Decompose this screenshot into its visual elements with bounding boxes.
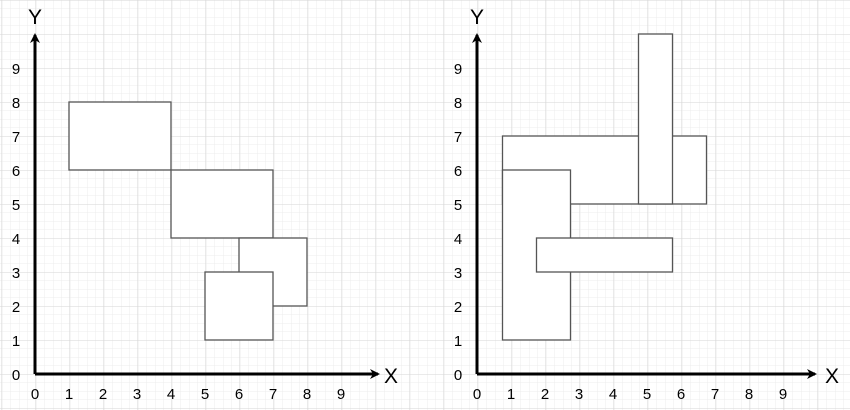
- y-axis-label: Y: [28, 6, 42, 29]
- y-tick-label: 9: [12, 61, 20, 78]
- y-tick-label: 3: [454, 265, 462, 282]
- y-axis-label: Y: [470, 6, 484, 29]
- rectangle: [204, 271, 274, 341]
- y-tick-label: 2: [12, 299, 20, 316]
- y-tick-label: 0: [12, 367, 20, 384]
- left-plot: 0 1 2 3 4 5 6 7 8 9 0 1 2 3 4 5 6 7 8 9 X Y: [12, 6, 398, 403]
- x-tick-label: 0: [31, 386, 39, 403]
- x-tick-label: 9: [337, 386, 345, 403]
- y-tick-label: 8: [454, 95, 462, 112]
- x-axis-label: X: [825, 365, 839, 388]
- x-tick-label: 6: [677, 386, 685, 403]
- y-tick-label: 2: [454, 299, 462, 316]
- x-tick-label: 5: [201, 386, 209, 403]
- y-tick-label: 0: [454, 367, 462, 384]
- x-tick-label: 1: [65, 386, 73, 403]
- x-tick-label: 8: [303, 386, 311, 403]
- y-tick-label: 6: [12, 163, 20, 180]
- x-tick-label: 2: [99, 386, 107, 403]
- y-tick-label: 7: [454, 129, 462, 146]
- x-tick-label: 4: [609, 386, 617, 403]
- y-tick-label: 4: [454, 231, 462, 248]
- x-tick-label: 6: [235, 386, 243, 403]
- rectangle: [170, 169, 274, 239]
- x-tick-label: 3: [575, 386, 583, 403]
- rectangle: [68, 101, 172, 171]
- y-tick-label: 5: [12, 197, 20, 214]
- y-tick-label: 1: [454, 333, 462, 350]
- x-tick-label: 2: [541, 386, 549, 403]
- y-tick-label: 1: [12, 333, 20, 350]
- right-plot: 0 1 2 3 4 5 6 7 8 9 0 1 2 3 4 5 6 7 8 9 X Y: [454, 6, 839, 403]
- x-tick-label: 3: [133, 386, 141, 403]
- rectangle: [637, 33, 674, 205]
- rectangle: [535, 237, 674, 273]
- x-tick-label: 4: [167, 386, 175, 403]
- y-tick-label: 3: [12, 265, 20, 282]
- y-tick-label: 5: [454, 197, 462, 214]
- y-tick-label: 4: [12, 231, 20, 248]
- x-tick-label: 9: [779, 386, 787, 403]
- x-axis-label: X: [384, 365, 398, 388]
- x-tick-label: 5: [643, 386, 651, 403]
- x-tick-label: 8: [745, 386, 753, 403]
- y-tick-label: 6: [454, 163, 462, 180]
- y-tick-label: 7: [12, 129, 20, 146]
- x-tick-label: 0: [473, 386, 481, 403]
- x-tick-label: 7: [269, 386, 277, 403]
- x-tick-label: 7: [711, 386, 719, 403]
- y-tick-label: 9: [454, 61, 462, 78]
- y-tick-label: 8: [12, 95, 20, 112]
- x-tick-label: 1: [507, 386, 515, 403]
